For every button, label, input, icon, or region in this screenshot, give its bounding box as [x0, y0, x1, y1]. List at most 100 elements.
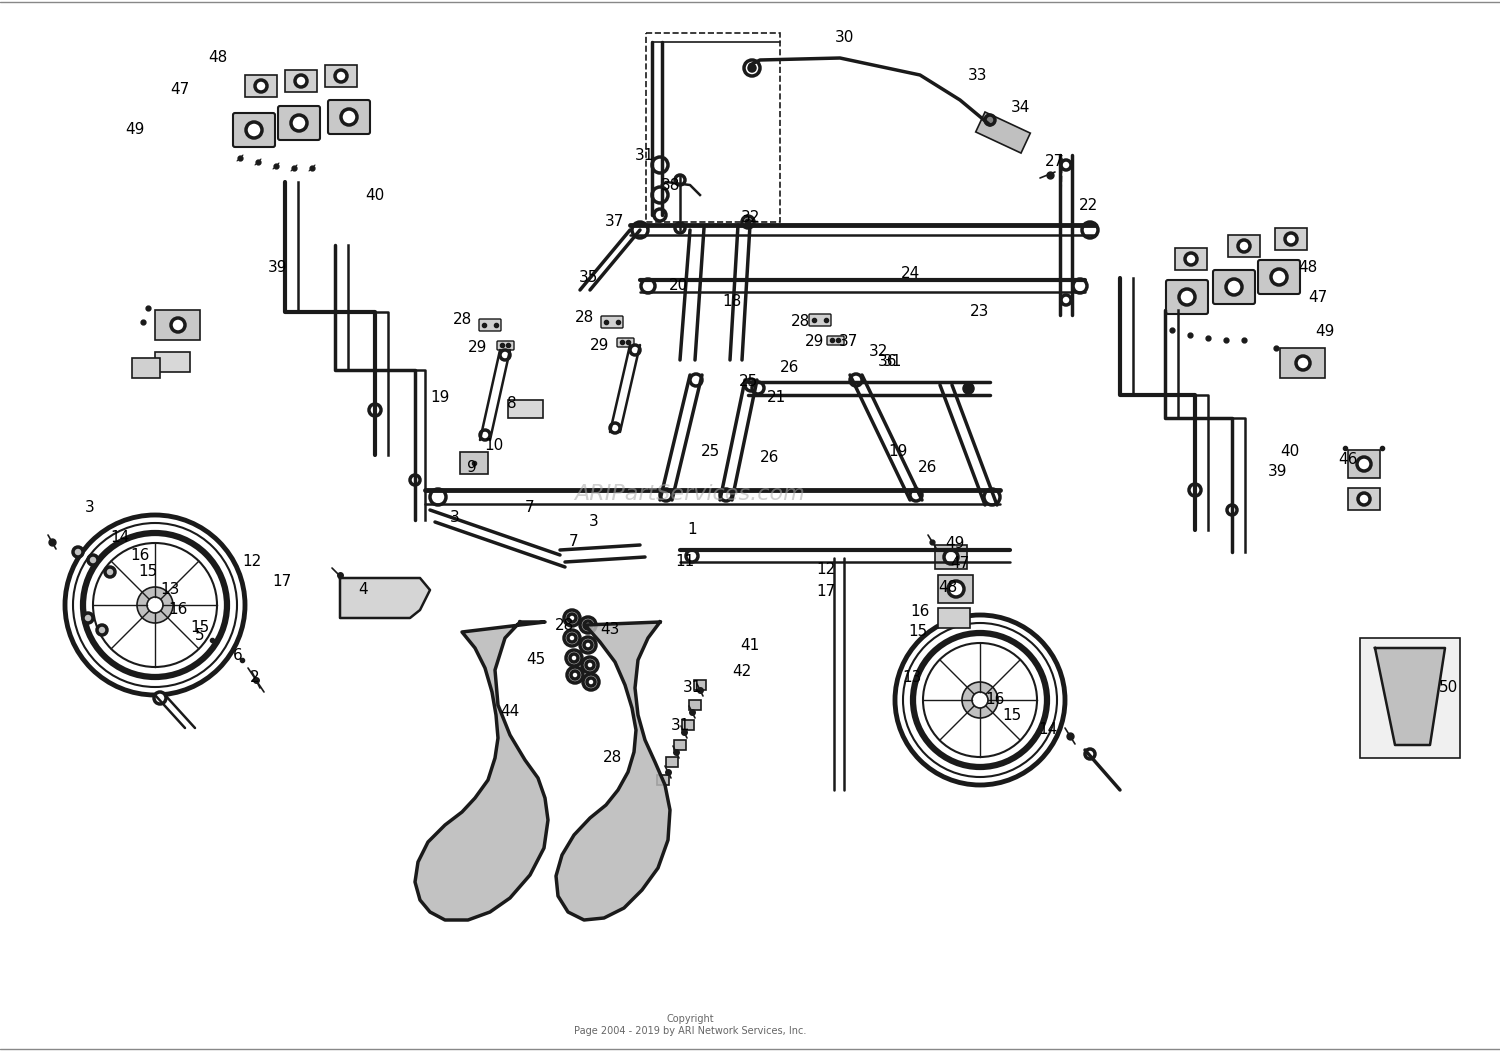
- Bar: [934, 545, 968, 569]
- Bar: [975, 112, 1030, 153]
- Text: 15: 15: [909, 624, 927, 639]
- Circle shape: [1179, 289, 1196, 305]
- Bar: [460, 452, 488, 474]
- Circle shape: [686, 550, 698, 562]
- Circle shape: [1060, 160, 1071, 170]
- Text: 47: 47: [1308, 290, 1328, 306]
- Text: 49: 49: [945, 536, 964, 551]
- Circle shape: [690, 374, 702, 386]
- Text: 49: 49: [1316, 325, 1335, 339]
- Circle shape: [1358, 457, 1371, 471]
- FancyBboxPatch shape: [1258, 260, 1300, 294]
- Text: 28: 28: [574, 310, 594, 326]
- Circle shape: [850, 374, 862, 386]
- Circle shape: [752, 382, 764, 394]
- Circle shape: [570, 654, 578, 662]
- Text: 29: 29: [468, 341, 488, 355]
- Text: 8: 8: [507, 395, 518, 411]
- Circle shape: [568, 634, 576, 642]
- Text: 4: 4: [358, 582, 368, 598]
- Bar: [657, 775, 669, 785]
- Circle shape: [567, 667, 584, 683]
- Circle shape: [1072, 279, 1088, 293]
- Circle shape: [136, 588, 172, 623]
- Circle shape: [1389, 650, 1401, 661]
- Circle shape: [1358, 493, 1370, 504]
- Circle shape: [410, 475, 420, 485]
- Text: 27: 27: [1046, 154, 1065, 169]
- Text: 25: 25: [738, 374, 758, 390]
- Text: 34: 34: [1011, 101, 1029, 116]
- Text: 17: 17: [816, 584, 836, 599]
- Bar: [1275, 228, 1306, 250]
- FancyBboxPatch shape: [328, 100, 370, 133]
- Text: 29: 29: [806, 334, 825, 350]
- Text: 24: 24: [900, 266, 920, 281]
- Circle shape: [1227, 504, 1238, 515]
- Text: 21: 21: [766, 391, 786, 406]
- Circle shape: [586, 678, 596, 686]
- Text: 48: 48: [209, 50, 228, 65]
- Circle shape: [98, 625, 106, 635]
- Text: 28: 28: [603, 750, 621, 765]
- Text: 15: 15: [190, 620, 210, 636]
- Text: 13: 13: [160, 582, 180, 598]
- Text: 40: 40: [366, 187, 384, 203]
- Circle shape: [1185, 253, 1197, 265]
- Text: 6: 6: [232, 647, 243, 662]
- FancyBboxPatch shape: [602, 316, 622, 328]
- Circle shape: [291, 115, 308, 131]
- FancyBboxPatch shape: [1166, 280, 1208, 314]
- Circle shape: [340, 109, 357, 125]
- Text: 11: 11: [675, 555, 694, 570]
- Circle shape: [986, 115, 994, 125]
- Text: 3: 3: [450, 511, 460, 526]
- Circle shape: [748, 65, 754, 71]
- Text: 36: 36: [879, 354, 897, 370]
- Text: 26: 26: [780, 360, 800, 375]
- Text: 22: 22: [1078, 199, 1098, 213]
- Text: 49: 49: [126, 123, 144, 138]
- Text: 19: 19: [888, 445, 908, 459]
- Bar: [509, 400, 543, 418]
- Text: 14: 14: [1038, 722, 1058, 738]
- Bar: [132, 358, 160, 378]
- Text: 45: 45: [526, 653, 546, 667]
- Bar: [938, 607, 970, 628]
- Circle shape: [984, 489, 1000, 504]
- Text: 16: 16: [168, 602, 188, 618]
- Circle shape: [572, 671, 579, 679]
- Circle shape: [480, 430, 490, 440]
- Text: 32: 32: [868, 345, 888, 359]
- Circle shape: [1190, 485, 1202, 496]
- Circle shape: [354, 592, 366, 604]
- Text: 16: 16: [986, 693, 1005, 707]
- Circle shape: [896, 615, 1065, 785]
- Text: 16: 16: [130, 548, 150, 562]
- Text: 9: 9: [466, 460, 477, 475]
- Circle shape: [720, 489, 732, 501]
- Polygon shape: [416, 622, 548, 920]
- Circle shape: [1296, 356, 1310, 370]
- Text: 7: 7: [525, 500, 536, 515]
- Text: 31: 31: [636, 147, 654, 163]
- Bar: [1174, 248, 1208, 270]
- Polygon shape: [1376, 648, 1444, 745]
- Circle shape: [948, 581, 964, 597]
- FancyBboxPatch shape: [278, 106, 320, 140]
- Circle shape: [640, 279, 656, 293]
- Text: 17: 17: [273, 575, 291, 590]
- Text: 32: 32: [741, 210, 759, 226]
- Text: 18: 18: [723, 294, 741, 309]
- Circle shape: [746, 379, 758, 391]
- Circle shape: [746, 220, 750, 224]
- Circle shape: [334, 70, 346, 82]
- Text: 40: 40: [1281, 445, 1299, 459]
- Text: 48: 48: [939, 580, 957, 596]
- Circle shape: [246, 122, 262, 138]
- Circle shape: [1084, 749, 1095, 759]
- Text: 14: 14: [111, 531, 129, 545]
- Circle shape: [654, 209, 666, 221]
- Text: 28: 28: [453, 312, 471, 328]
- Circle shape: [1082, 222, 1098, 238]
